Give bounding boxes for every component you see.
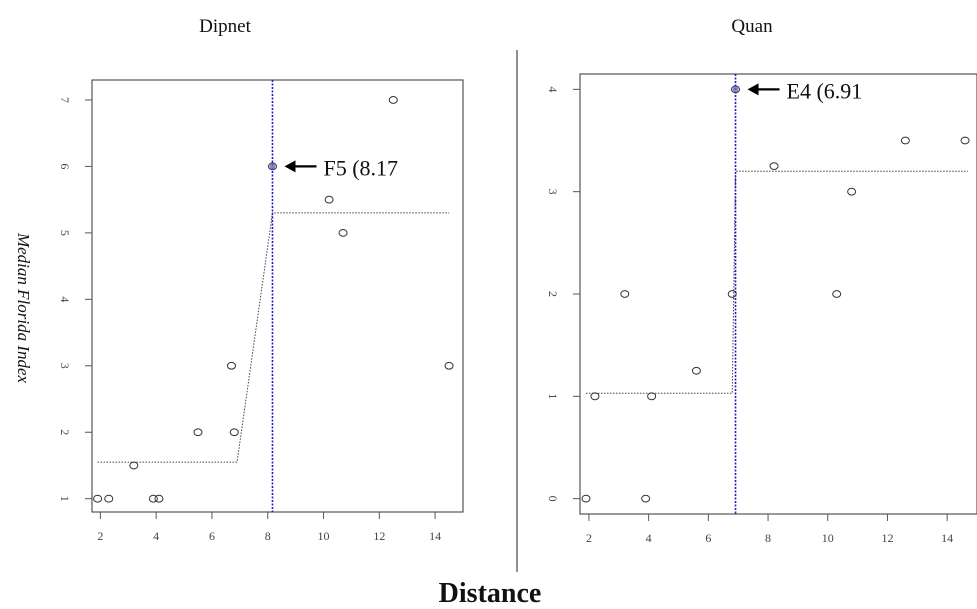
data-point	[93, 494, 103, 503]
x-tick-label: 8	[265, 529, 271, 543]
y-tick-label: 7	[58, 97, 72, 103]
data-point	[590, 392, 600, 401]
y-axis-label: Median Florida Index	[14, 232, 33, 384]
data-point	[641, 494, 651, 503]
y-tick-label: 2	[546, 291, 560, 297]
y-tick-label: 3	[58, 363, 72, 369]
plot-frame	[579, 73, 977, 515]
data-point	[129, 461, 139, 470]
x-tick-label: 10	[318, 529, 330, 543]
x-tick-label: 14	[941, 531, 953, 545]
data-point	[620, 290, 630, 298]
data-point	[847, 187, 857, 196]
fitted-line	[585, 170, 969, 394]
panel-title-dipnet: Dipnet	[199, 16, 251, 37]
highlighted-point	[269, 163, 276, 170]
data-point	[148, 494, 158, 503]
data-point	[193, 428, 203, 437]
panel-title-quan: Quan	[731, 16, 773, 37]
x-tick-label: 12	[373, 529, 385, 543]
data-point	[324, 195, 334, 204]
y-tick-label: 1	[58, 496, 72, 502]
x-axis-label: Distance	[439, 578, 542, 609]
data-point	[900, 136, 910, 145]
x-tick-label: 6	[209, 529, 215, 543]
data-point	[338, 228, 348, 237]
data-point	[388, 96, 398, 104]
y-tick-label: 5	[58, 230, 72, 236]
data-point	[226, 361, 236, 370]
y-tick-label: 0	[546, 496, 560, 502]
y-tick-label: 1	[546, 393, 560, 399]
y-tick-label: 4	[58, 296, 72, 302]
y-tick-label: 2	[58, 429, 72, 435]
x-tick-label: 8	[765, 531, 771, 545]
x-tick-label: 2	[586, 531, 592, 545]
x-tick-label: 4	[646, 531, 652, 545]
data-point	[267, 162, 277, 171]
data-point	[154, 494, 164, 503]
x-tick-label: 12	[881, 531, 893, 545]
y-tick-label: 6	[58, 163, 72, 169]
data-point	[104, 494, 114, 503]
arrow-head	[747, 83, 759, 96]
plot-frame	[91, 79, 464, 513]
y-tick-label: 4	[546, 86, 560, 92]
x-tick-label: 4	[153, 529, 159, 543]
data-point	[581, 494, 591, 503]
y-tick-label: 3	[546, 189, 560, 195]
data-point	[769, 162, 779, 170]
data-point	[444, 361, 454, 370]
fitted-line	[97, 212, 450, 463]
data-point	[731, 85, 741, 94]
x-tick-label: 2	[97, 529, 103, 543]
data-point	[832, 290, 842, 298]
highlighted-point	[732, 86, 739, 93]
data-point	[229, 428, 239, 437]
data-point	[647, 392, 657, 401]
x-tick-label: 10	[822, 531, 834, 545]
arrow-head	[284, 160, 296, 173]
threshold-annotation: E4 (6.91	[787, 78, 863, 103]
data-point	[691, 366, 701, 375]
data-point	[960, 136, 970, 145]
data-point	[727, 290, 737, 298]
threshold-annotation: F5 (8.17	[323, 155, 398, 180]
x-tick-label: 6	[705, 531, 711, 545]
x-tick-label: 14	[429, 529, 441, 543]
